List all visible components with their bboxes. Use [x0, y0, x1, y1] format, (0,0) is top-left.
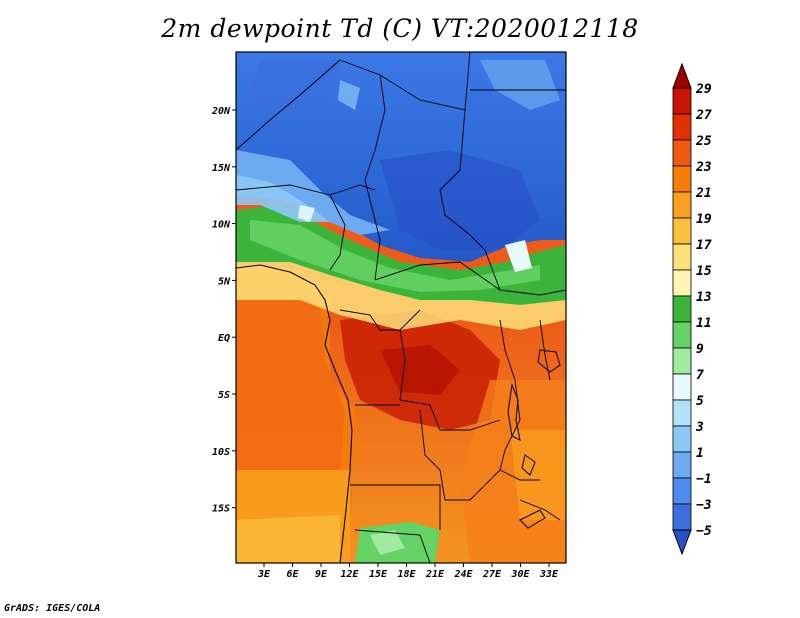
colorbar-label: 17	[696, 238, 712, 253]
colorbar-label: −3	[696, 498, 712, 513]
colorbar-segment	[672, 243, 692, 271]
lon-label: 30E	[510, 569, 530, 580]
colorbar: 29 27 25 23 21 19 17 15 13 11 9 7 5 3 1 −1 −3 −5	[672, 62, 712, 556]
colorbar-segment	[672, 269, 692, 297]
lat-label: 10S	[212, 447, 230, 458]
colorbar-label: 15	[696, 264, 712, 279]
map-field	[236, 52, 566, 563]
colorbar-segment	[672, 503, 692, 531]
lat-label: 15S	[212, 504, 230, 515]
lon-label: 21E	[425, 569, 445, 580]
colorbar-segment	[672, 451, 692, 479]
colorbar-segment	[672, 425, 692, 453]
colorbar-label: 27	[695, 108, 712, 123]
colorbar-label: 5	[696, 394, 704, 409]
colorbar-segment	[672, 295, 692, 323]
lat-label: EQ	[218, 333, 230, 344]
colorbar-segment	[672, 113, 692, 141]
colorbar-segment	[672, 139, 692, 167]
lon-label: 12E	[340, 569, 359, 580]
colorbar-label: 7	[696, 368, 704, 383]
colorbar-segment	[672, 347, 692, 375]
colorbar-segment	[672, 399, 692, 427]
colorbar-label: −1	[696, 472, 712, 487]
lon-label: 18E	[397, 569, 416, 580]
lat-label: 20N	[211, 106, 231, 117]
lon-label: 9E	[315, 569, 328, 580]
map-title: 2m dewpoint Td (C) VT:2020012118	[161, 14, 639, 43]
lat-label: 10N	[212, 220, 231, 231]
colorbar-segment	[672, 217, 692, 245]
lat-label: 5S	[218, 390, 230, 401]
colorbar-segment	[672, 477, 692, 505]
colorbar-label: 9	[696, 342, 704, 357]
lon-label: 24E	[453, 569, 473, 580]
colorbar-label: 1	[696, 446, 704, 461]
colorbar-arrow-bottom	[672, 529, 692, 556]
colorbar-segment	[672, 191, 692, 219]
colorbar-label: 29	[695, 82, 712, 97]
colorbar-segment	[672, 87, 692, 115]
colorbar-label: 11	[696, 316, 712, 331]
colorbar-label: 3	[695, 420, 704, 435]
colorbar-label: 13	[696, 290, 712, 305]
lon-label: 6E	[286, 569, 299, 580]
lat-label: 15N	[212, 163, 231, 174]
credit-text: GrADS: IGES/COLA	[4, 603, 101, 614]
colorbar-arrow-top	[672, 62, 692, 89]
lon-label: 3E	[257, 569, 271, 580]
colorbar-label: −5	[696, 524, 712, 539]
map-frame	[235, 51, 567, 564]
lon-label: 15E	[369, 569, 388, 580]
lon-label: 27E	[482, 569, 502, 580]
colorbar-segment	[672, 165, 692, 193]
colorbar-segment	[672, 373, 692, 401]
colorbar-label: 25	[695, 134, 712, 149]
lat-label: 5N	[218, 276, 231, 287]
colorbar-segment	[672, 321, 692, 349]
colorbar-label: 23	[695, 160, 712, 175]
lon-label: 33E	[539, 569, 559, 580]
colorbar-label: 19	[696, 212, 712, 227]
colorbar-label: 21	[695, 186, 712, 201]
